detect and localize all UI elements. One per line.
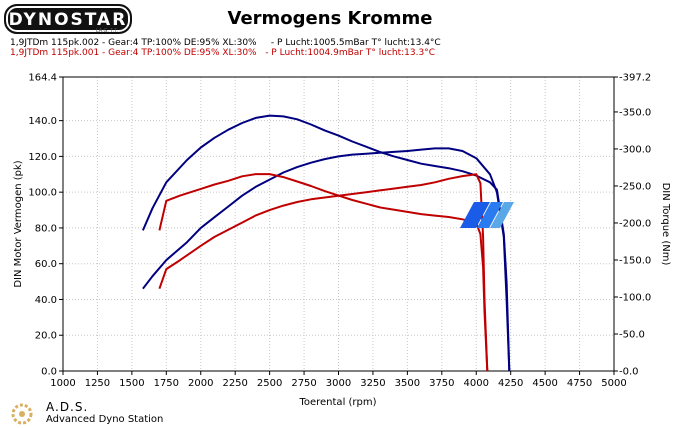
y2-tick-label: -100.0 xyxy=(619,292,651,303)
x-tick-label: 2750 xyxy=(291,378,316,389)
y2-tick-label: -350.0 xyxy=(619,107,651,118)
y2-tick-label: -300.0 xyxy=(619,144,651,155)
x-tick-label: 3500 xyxy=(395,378,420,389)
run-001-conditions: - P Lucht:1004.9mBar T° lucht:13.3°C xyxy=(265,48,435,58)
watermark-logo xyxy=(460,202,514,228)
run-001-label: 1,9JTDm 115pk.001 - Gear:4 TP:100% DE:95… xyxy=(10,48,257,58)
y-axis-label: DIN Motor Vermogen (pk) xyxy=(13,160,24,287)
series-line-power-001 xyxy=(158,173,489,372)
axis-ticks: 1000 1250 1500 1750 2000 2250 2500 2750 3000 3250… xyxy=(28,73,651,390)
series-line-torque-001 xyxy=(158,173,489,372)
y-tick-label: 140.0 xyxy=(28,116,57,127)
chart-title: Vermogens Kromme xyxy=(227,8,433,29)
x-axis-label: Toerental (rpm) xyxy=(298,397,376,408)
y-tick-label: 40.0 xyxy=(35,295,57,306)
x-tick-label: 1750 xyxy=(154,378,179,389)
y2-tick-label: -150.0 xyxy=(619,255,651,266)
run-label-001: 1,9JTDm 115pk.001 - Gear:4 TP:100% DE:95… xyxy=(10,48,435,58)
x-tick-label: 3000 xyxy=(326,378,351,389)
x-tick-label: 4500 xyxy=(532,378,557,389)
y2-axis-label: DIN Torque (Nm) xyxy=(660,183,671,266)
watermark-stripe-1 xyxy=(460,202,490,228)
series-line-torque-002 xyxy=(141,114,511,372)
x-tick-label: 1250 xyxy=(85,378,110,389)
x-tick-label: 3750 xyxy=(429,378,454,389)
dynostar-logo-subtext: LA.G. T.T. xyxy=(96,28,118,34)
y-tick-label: 60.0 xyxy=(35,259,57,270)
x-tick-label: 4250 xyxy=(498,378,523,389)
dynostar-logo: DYNOSTAR xyxy=(4,4,132,34)
run-label-002: 1,9JTDm 115pk.002 - Gear:4 TP:100% DE:95… xyxy=(10,38,441,48)
x-tick-label: 1000 xyxy=(50,378,75,389)
y2-tick-label: -50.0 xyxy=(619,329,645,340)
y-tick-label: 0.0 xyxy=(41,367,57,378)
y2-tick-label: -200.0 xyxy=(619,218,651,229)
y2-tick-label: -250.0 xyxy=(619,181,651,192)
run-002-label: 1,9JTDm 115pk.002 - Gear:4 TP:100% DE:95… xyxy=(10,38,257,48)
x-tick-label: 4000 xyxy=(464,378,489,389)
y2-tick-label: -0.0 xyxy=(619,367,639,378)
x-tick-label: 2500 xyxy=(257,378,282,389)
x-tick-label: 3250 xyxy=(360,378,385,389)
watermark-stripe-2 xyxy=(477,202,503,228)
watermark-stripe-3 xyxy=(490,202,514,228)
run-002-conditions: - P Lucht:1005.5mBar T° lucht:13.4°C xyxy=(270,38,441,48)
y-tick-label: 80.0 xyxy=(35,223,57,234)
y-tick-label: 20.0 xyxy=(35,331,57,342)
series-line-power-002 xyxy=(142,147,511,372)
ads-subtitle: Advanced Dyno Station xyxy=(46,414,164,425)
x-tick-label: 4750 xyxy=(567,378,592,389)
ads-logo-icon xyxy=(11,403,33,425)
ads-title: A.D.S. xyxy=(46,400,89,414)
chart-series xyxy=(141,114,511,372)
x-tick-label: 1500 xyxy=(119,378,144,389)
y-tick-label: 164.4 xyxy=(28,73,57,84)
y-tick-label: 100.0 xyxy=(28,188,57,199)
x-tick-label: 2000 xyxy=(188,378,213,389)
x-tick-label: 2250 xyxy=(222,378,247,389)
x-tick-label: 5000 xyxy=(601,378,626,389)
dynostar-logo-text: DYNOSTAR xyxy=(8,10,128,30)
y-tick-label: 120.0 xyxy=(28,152,57,163)
y2-tick-label: -397.2 xyxy=(619,73,651,84)
